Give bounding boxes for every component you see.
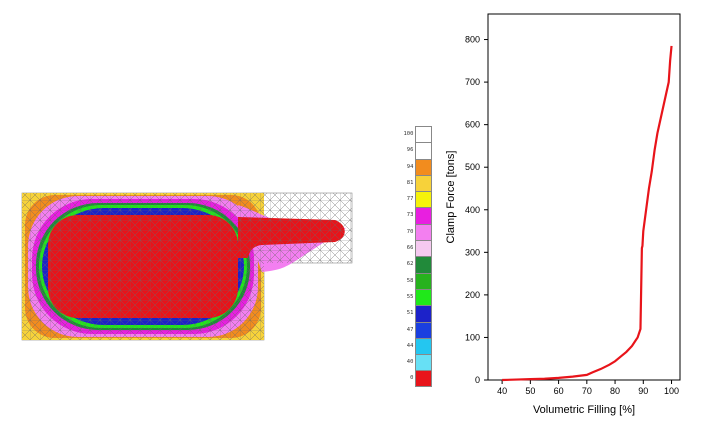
legend-label: 47 xyxy=(406,326,414,333)
legend-label: 66 xyxy=(406,245,414,252)
fill-percent-legend: 100 96 94 81 77 73 70 66 62 58 55 51 47 44 40 0 xyxy=(392,126,432,387)
legend-label: 73 xyxy=(406,212,414,219)
legend-entry: 62 xyxy=(392,256,432,273)
legend-entry: 73 xyxy=(392,207,432,224)
y-tick-label: 300 xyxy=(465,247,480,257)
legend-entry: 70 xyxy=(392,223,432,241)
y-tick-label: 200 xyxy=(465,290,480,300)
legend-label: 55 xyxy=(406,293,414,300)
legend-entry: 100 xyxy=(392,126,432,143)
x-tick-label: 70 xyxy=(582,386,592,396)
legend-swatch xyxy=(415,240,432,257)
legend-entry: 66 xyxy=(392,240,432,257)
legend-label: 96 xyxy=(406,147,414,154)
y-axis-label: Clamp Force [tons] xyxy=(445,151,457,244)
legend-swatch xyxy=(415,321,432,338)
clamp-force-chart: 40 50 60 70 80 90 100 0 100 200 300 400 500 600 700 800… xyxy=(445,13,681,416)
y-tick-label: 100 xyxy=(465,332,480,342)
x-tick-label: 90 xyxy=(638,386,648,396)
legend-swatch xyxy=(415,158,432,175)
y-tick-label: 800 xyxy=(465,35,480,45)
x-tick-label: 100 xyxy=(664,386,679,396)
legend-label: 58 xyxy=(406,277,414,284)
legend-entry: 47 xyxy=(392,321,432,338)
series-line xyxy=(502,45,673,382)
legend-label: 40 xyxy=(406,359,414,366)
legend-entry: 0 xyxy=(392,370,432,387)
legend-entry: 51 xyxy=(392,305,432,322)
legend-swatch xyxy=(415,354,432,371)
y-tick-label: 700 xyxy=(465,77,480,87)
legend-swatch xyxy=(415,370,432,387)
legend-swatch xyxy=(415,142,432,159)
legend-label: 94 xyxy=(406,163,414,170)
legend-entry: 44 xyxy=(392,337,432,355)
legend-swatch xyxy=(415,174,432,192)
x-tick-label: 40 xyxy=(497,386,507,396)
legend-entry: 96 xyxy=(392,142,432,159)
legend-entry: 81 xyxy=(392,174,432,192)
legend-entry: 55 xyxy=(392,288,432,306)
legend-entry: 58 xyxy=(392,272,432,289)
x-tick-label: 80 xyxy=(610,386,620,396)
legend-label: 100 xyxy=(403,131,414,137)
x-tick-label: 50 xyxy=(525,386,535,396)
x-tick-label: 60 xyxy=(554,386,564,396)
legend-swatch xyxy=(415,126,432,143)
legend-swatch xyxy=(415,337,432,355)
legend-swatch xyxy=(415,272,432,289)
legend-swatch xyxy=(415,223,432,241)
y-tick-label: 600 xyxy=(465,120,480,130)
legend-entry: 77 xyxy=(392,191,432,208)
legend-entry: 94 xyxy=(392,158,432,175)
legend-swatch xyxy=(415,288,432,306)
legend-swatch xyxy=(415,191,432,208)
legend-swatch xyxy=(415,207,432,224)
legend-label: 51 xyxy=(406,310,414,317)
legend-label: 81 xyxy=(406,179,414,186)
legend-label: 62 xyxy=(406,261,414,268)
legend-label: 70 xyxy=(406,228,414,235)
y-tick-label: 500 xyxy=(465,162,480,172)
y-tick-label: 0 xyxy=(475,375,480,385)
legend-entry: 40 xyxy=(392,354,432,371)
legend-swatch xyxy=(415,305,432,322)
legend-swatch xyxy=(415,256,432,273)
legend-label: 0 xyxy=(410,375,414,382)
y-tick-label: 400 xyxy=(465,205,480,215)
plot-frame xyxy=(487,13,681,381)
x-axis-label: Volumetric Filling [%] xyxy=(533,404,635,416)
legend-label: 44 xyxy=(406,342,414,349)
legend-label: 77 xyxy=(406,196,414,203)
